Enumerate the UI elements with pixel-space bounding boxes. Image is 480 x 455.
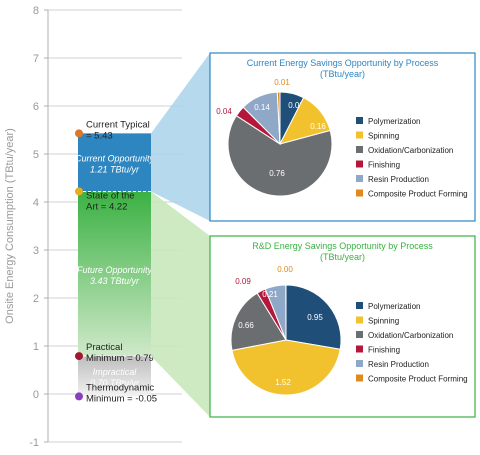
y-axis-label: Onsite Energy Consumption (TBtu/year) xyxy=(4,128,16,324)
band-value-impractical: 0.70 TBtu/yr xyxy=(90,378,140,388)
legend-label-polymerization: Polymerization xyxy=(368,302,420,311)
level-label-line: Practical xyxy=(86,342,122,353)
pie-slice-oxidation-carbonization xyxy=(227,114,333,197)
current-callout-wedge xyxy=(151,53,210,221)
band-value-future-opportunity: 3.43 TBtu/yr xyxy=(90,276,140,286)
y-tick-label: 5 xyxy=(33,149,39,161)
slice-value-label-composite-product-forming: 0.00 xyxy=(277,265,293,274)
level-label-line: = 5.43 xyxy=(86,130,113,141)
level-label-line: Minimum = 0.79 xyxy=(86,353,154,364)
y-tick-label: 3 xyxy=(33,245,39,257)
rd-callout-wedge xyxy=(151,191,210,417)
slice-value-label-polymerization: 0.09 xyxy=(288,101,304,110)
band-future-opportunity xyxy=(78,191,151,357)
slice-value-label-composite-product-forming: 0.01 xyxy=(274,78,290,87)
y-tick-label: 0 xyxy=(33,389,39,401)
legend-swatch-spinning xyxy=(356,131,363,139)
level-marker-current-typical-5-43 xyxy=(75,129,83,138)
level-label-line: Current Typical xyxy=(86,119,150,130)
slice-value-label-resin-production: 0.21 xyxy=(262,290,278,299)
legend-label-finishing: Finishing xyxy=(368,346,400,355)
pie-title: R&D Energy Savings Opportunity by Proces… xyxy=(252,241,433,251)
legend-swatch-polymerization xyxy=(356,302,363,309)
legend-label-composite-product-forming: Composite Product Forming xyxy=(368,375,468,384)
slice-value-label-oxidation-carbonization: 0.66 xyxy=(238,321,254,330)
consumption-scale-chart: Onsite Energy Consumption (TBtu/year) -1 0… xyxy=(4,5,182,449)
legend-label-resin-production: Resin Production xyxy=(368,360,429,369)
pie-slice-oxidation-carbonization xyxy=(230,292,287,351)
y-tick-label: 6 xyxy=(33,101,39,113)
y-tick-label: 2 xyxy=(33,293,39,305)
band-impractical xyxy=(78,356,151,397)
pie-slice-composite-product-forming xyxy=(276,91,281,145)
level-marker-state-of-the-art-4-22 xyxy=(75,187,83,196)
pie-subtitle: (TBtu/year) xyxy=(320,69,365,79)
legend-label-spinning: Spinning xyxy=(368,317,399,326)
callout-connectors xyxy=(151,53,210,417)
y-tick-label: 7 xyxy=(33,53,39,65)
level-label-line: State of the xyxy=(86,190,135,201)
legend-label-polymerization: Polymerization xyxy=(368,117,420,126)
slice-value-label-spinning: 0.16 xyxy=(310,122,326,131)
slice-value-label-finishing: 0.09 xyxy=(235,277,251,286)
legend-swatch-finishing xyxy=(356,160,363,168)
legend-swatch-composite-product-forming xyxy=(356,374,363,382)
legend-swatch-oxidation-carbonization xyxy=(356,146,363,153)
level-label-line: Art = 4.22 xyxy=(86,201,127,212)
slice-value-label-oxidation-carbonization: 0.76 xyxy=(269,169,285,178)
level-label-state-of-the-art-4-22: State of the Art = 4.22 xyxy=(86,190,135,212)
pie-subtitle: (TBtu/year) xyxy=(320,252,365,262)
legend-swatch-composite-product-forming xyxy=(356,189,363,197)
slice-value-label-finishing: 0.04 xyxy=(216,107,232,116)
level-marker-thermodynamic-minimum-0-05 xyxy=(75,392,83,401)
y-tick-label: 8 xyxy=(33,5,39,17)
legend-swatch-finishing xyxy=(356,345,363,353)
current-opportunity-pie-panel: Current Energy Savings Opportunity by Pr… xyxy=(209,52,476,222)
level-label-line: Thermodynamic xyxy=(86,382,154,393)
band-current-opportunity xyxy=(78,133,151,192)
band-name-future-opportunity: Future Opportunity xyxy=(77,265,153,275)
legend-swatch-spinning xyxy=(356,316,363,324)
rd-opportunity-pie-panel: R&D Energy Savings Opportunity by Proces… xyxy=(209,235,476,418)
legend-swatch-resin-production xyxy=(356,360,363,367)
legend-label-resin-production: Resin Production xyxy=(368,175,429,184)
level-label-current-typical-5-43: Current Typical = 5.43 xyxy=(86,119,150,141)
legend-swatch-polymerization xyxy=(356,117,363,124)
slice-value-label-resin-production: 0.14 xyxy=(254,103,270,112)
legend-label-oxidation-carbonization: Oxidation/Carbonization xyxy=(368,331,453,340)
legend-label-oxidation-carbonization: Oxidation/Carbonization xyxy=(368,146,453,155)
legend-swatch-oxidation-carbonization xyxy=(356,331,363,338)
y-tick-label: 1 xyxy=(33,341,39,353)
band-value-current-opportunity: 1.21 TBtu/yr xyxy=(90,164,140,174)
band-name-current-opportunity: Current Opportunity xyxy=(75,153,155,163)
band-name-impractical: Impractical xyxy=(93,367,138,377)
y-tick-label: 4 xyxy=(33,197,39,209)
slice-value-label-polymerization: 0.95 xyxy=(307,313,323,322)
y-tick-label: -1 xyxy=(29,437,39,449)
legend-swatch-resin-production xyxy=(356,175,363,182)
legend-label-spinning: Spinning xyxy=(368,132,399,141)
level-label-line: Minimum = -0.05 xyxy=(86,393,157,404)
pie-slice-polymerization xyxy=(285,284,342,350)
level-label-practical-minimum-0-79: Practical Minimum = 0.79 xyxy=(86,342,154,364)
pie-title: Current Energy Savings Opportunity by Pr… xyxy=(247,58,439,68)
level-label-thermodynamic-minimum-0-05: Thermodynamic Minimum = -0.05 xyxy=(86,382,157,404)
level-marker-practical-minimum-0-79 xyxy=(75,352,83,361)
legend-label-composite-product-forming: Composite Product Forming xyxy=(368,190,468,199)
pie-slice-spinning xyxy=(231,339,341,396)
slice-value-label-spinning: 1.52 xyxy=(275,378,291,387)
legend-label-finishing: Finishing xyxy=(368,161,400,170)
